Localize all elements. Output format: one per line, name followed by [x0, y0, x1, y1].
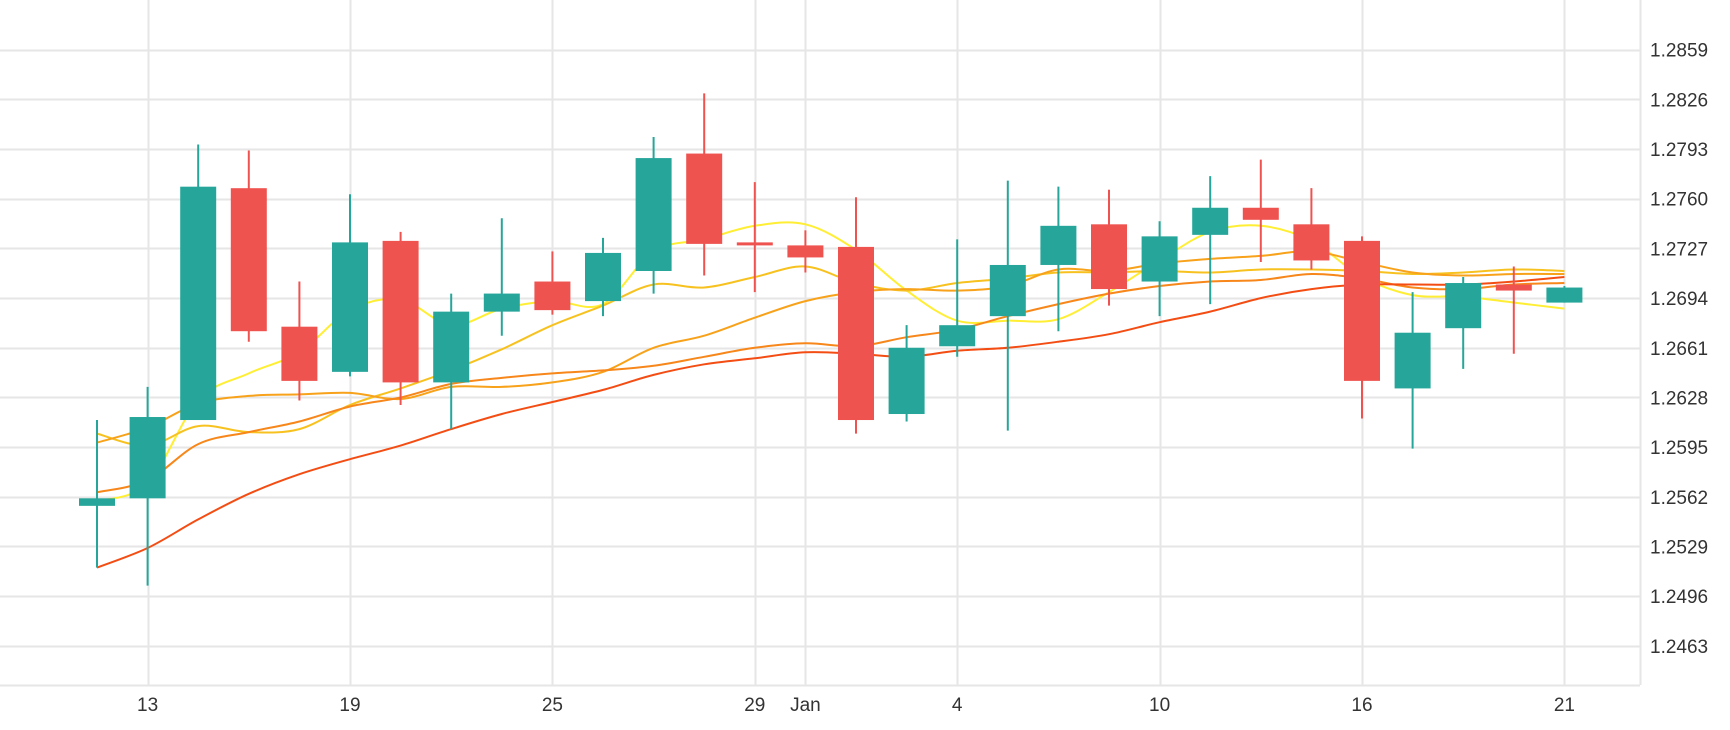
candle	[1394, 292, 1431, 449]
candle	[1040, 186, 1077, 332]
candle	[1242, 159, 1279, 262]
candle	[180, 144, 217, 421]
grid	[0, 0, 1642, 687]
candle-body	[736, 242, 773, 246]
x-tick-label: 4	[952, 695, 963, 716]
moving-average-line-4	[96, 272, 1565, 494]
y-tick-label: 1.2661	[1650, 339, 1708, 360]
candle-body	[1091, 224, 1127, 290]
candle-body	[989, 264, 1026, 317]
x-tick-label: 13	[137, 695, 158, 716]
candle-body	[1293, 224, 1330, 261]
candle-body	[1445, 283, 1482, 329]
candle	[635, 137, 672, 294]
candle	[433, 293, 470, 430]
candle-body	[1141, 236, 1178, 282]
candle	[1344, 236, 1380, 419]
x-axis-labels: 13 19 25 29 Jan 4 10 16 21	[137, 695, 1575, 716]
y-tick-label: 1.2694	[1650, 289, 1709, 310]
candle	[736, 182, 773, 293]
y-tick-label: 1.2859	[1650, 41, 1708, 62]
candle-body	[230, 188, 267, 332]
candle	[1141, 221, 1178, 317]
candle	[989, 180, 1026, 431]
y-tick-label: 1.2760	[1650, 190, 1708, 211]
candle	[1091, 189, 1127, 306]
candle-body	[939, 325, 976, 347]
y-tick-label: 1.2826	[1650, 90, 1708, 111]
candle-body	[1242, 207, 1279, 220]
candle	[1546, 286, 1583, 303]
candle	[838, 197, 874, 434]
candle-body	[1192, 207, 1229, 235]
candle-body	[1040, 225, 1077, 265]
y-tick-label: 1.2727	[1650, 239, 1708, 260]
candle-body	[1394, 332, 1431, 389]
candle	[281, 281, 318, 401]
candle-body	[787, 245, 824, 258]
candle	[230, 150, 267, 342]
x-tick-label: 25	[542, 695, 563, 716]
candle-body	[281, 326, 318, 381]
candle	[787, 230, 824, 273]
candle-body	[686, 153, 723, 244]
candle-body	[1344, 240, 1380, 381]
candle	[382, 231, 419, 405]
y-tick-label: 1.2628	[1650, 388, 1708, 409]
candle	[1495, 266, 1532, 354]
candle-body	[585, 252, 621, 302]
candle-body	[534, 281, 571, 311]
candle	[129, 386, 166, 586]
candle-body	[79, 498, 115, 506]
x-tick-label: 10	[1149, 695, 1170, 716]
y-tick-label: 1.2793	[1650, 140, 1708, 161]
y-tick-label: 1.2496	[1650, 587, 1708, 608]
y-axis-labels: 1.2463 1.2496 1.2529 1.2562 1.2595 1.2628 1.26…	[1650, 41, 1709, 658]
candle	[332, 194, 368, 377]
candle-body	[180, 186, 217, 421]
y-tick-label: 1.2562	[1650, 488, 1708, 509]
candle	[1192, 176, 1229, 305]
candle-body	[382, 240, 419, 383]
candle-body	[838, 246, 874, 421]
y-tick-label: 1.2529	[1650, 537, 1708, 558]
x-tick-label: 19	[339, 695, 360, 716]
candle	[686, 93, 723, 276]
candle	[534, 251, 571, 315]
candle-body	[635, 158, 672, 271]
candle-body	[332, 242, 368, 372]
candle	[1293, 188, 1330, 270]
candle-body	[888, 347, 925, 415]
y-tick-label: 1.2595	[1650, 438, 1708, 459]
candle	[888, 325, 925, 422]
x-tick-label: 16	[1351, 695, 1372, 716]
y-tick-label: 1.2463	[1650, 637, 1708, 658]
candle	[585, 237, 621, 317]
candle	[1445, 277, 1482, 369]
moving-average-line-5	[96, 276, 1565, 569]
x-tick-label: 29	[744, 695, 765, 716]
candle	[483, 218, 520, 336]
candle	[79, 420, 115, 568]
x-tick-label: Jan	[790, 695, 821, 716]
candle-body	[483, 293, 520, 312]
candle-body	[1546, 287, 1583, 303]
x-tick-label: 21	[1554, 695, 1575, 716]
candle-body	[1495, 284, 1532, 291]
candles	[79, 93, 1583, 586]
candle	[939, 239, 976, 357]
candle-body	[129, 417, 166, 499]
candle-body	[433, 311, 470, 383]
